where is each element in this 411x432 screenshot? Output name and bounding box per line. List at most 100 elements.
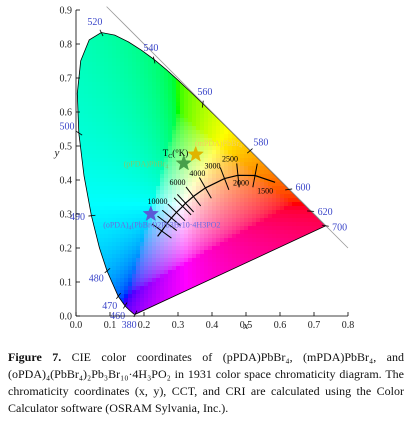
gamut-cell — [308, 286, 313, 291]
gamut-cell — [88, 266, 93, 271]
gamut-cell — [120, 270, 125, 275]
gamut-cell — [140, 118, 145, 123]
gamut-cell — [104, 286, 109, 291]
gamut-cell — [204, 194, 209, 199]
gamut-cell — [276, 202, 281, 207]
gamut-cell — [192, 162, 197, 167]
gamut-cell — [160, 54, 165, 59]
gamut-cell — [228, 222, 233, 227]
gamut-cell — [104, 194, 109, 199]
gamut-cell — [248, 226, 253, 231]
gamut-cell — [304, 310, 309, 315]
gamut-cell — [176, 90, 181, 95]
gamut-cell — [96, 114, 101, 119]
gamut-cell — [152, 186, 157, 191]
gamut-cell — [192, 258, 197, 263]
y-tick-label: 0.2 — [60, 244, 73, 255]
gamut-cell — [272, 258, 277, 263]
gamut-cell — [336, 302, 340, 306]
gamut-cell — [108, 146, 113, 151]
gamut-cell — [80, 202, 85, 207]
gamut-cell — [168, 310, 173, 315]
gamut-cell — [240, 234, 245, 239]
gamut-cell — [88, 198, 93, 203]
gamut-cell — [76, 26, 80, 30]
gamut-cell — [168, 238, 173, 243]
gamut-cell — [96, 178, 101, 183]
gamut-cell — [184, 130, 189, 135]
gamut-cell — [196, 306, 201, 311]
gamut-cell — [312, 238, 317, 243]
gamut-cell — [144, 286, 149, 291]
gamut-cell — [112, 218, 117, 223]
gamut-cell — [192, 126, 197, 131]
gamut-cell — [292, 258, 297, 263]
gamut-cell — [328, 310, 332, 314]
gamut-cell — [112, 110, 117, 115]
gamut-cell — [344, 250, 348, 254]
gamut-cell — [188, 106, 193, 111]
gamut-cell — [308, 246, 313, 251]
gamut-cell — [208, 234, 213, 239]
gamut-cell — [312, 222, 317, 227]
gamut-cell — [284, 234, 289, 239]
gamut-cell — [212, 178, 217, 183]
gamut-cell — [172, 146, 177, 151]
gamut-cell — [100, 186, 105, 191]
gamut-cell — [240, 134, 245, 139]
gamut-cell — [84, 74, 89, 79]
gamut-cell — [104, 118, 109, 123]
gamut-cell — [312, 254, 317, 259]
gamut-cell — [136, 246, 141, 251]
gamut-cell — [77, 234, 81, 239]
gamut-cell — [168, 246, 173, 251]
gamut-cell — [136, 302, 141, 307]
gamut-cell — [124, 134, 129, 139]
gamut-cell — [160, 122, 165, 127]
gamut-cell — [124, 294, 129, 299]
gamut-cell — [200, 114, 205, 119]
gamut-cell — [100, 242, 105, 247]
gamut-cell — [308, 266, 313, 271]
gamut-cell — [264, 166, 269, 171]
gamut-cell — [132, 50, 137, 55]
gamut-cell — [124, 238, 129, 243]
gamut-cell — [228, 262, 233, 267]
gamut-cell — [84, 90, 89, 95]
gamut-cell — [80, 238, 85, 243]
gamut-cell — [300, 218, 305, 223]
gamut-cell — [216, 310, 221, 315]
gamut-cell — [204, 230, 209, 235]
gamut-cell — [96, 126, 101, 131]
gamut-cell — [104, 74, 109, 79]
gamut-cell — [80, 10, 84, 14]
gamut-cell — [184, 242, 189, 247]
gamut-cell — [176, 270, 181, 275]
gamut-cell — [244, 306, 249, 311]
gamut-cell — [248, 234, 253, 239]
gamut-cell — [260, 182, 265, 187]
gamut-cell — [244, 302, 249, 307]
gamut-cell — [92, 302, 97, 307]
gamut-cell — [144, 294, 149, 299]
gamut-cell — [188, 166, 193, 171]
gamut-cell — [116, 158, 121, 163]
gamut-cell — [192, 210, 197, 215]
gamut-cell — [260, 270, 265, 275]
gamut-cell — [112, 90, 117, 95]
gamut-cell — [244, 258, 249, 263]
gamut-cell — [204, 298, 209, 303]
gamut-cell — [212, 106, 217, 111]
gamut-cell — [140, 250, 145, 255]
gamut-cell — [88, 32, 93, 35]
gamut-cell — [116, 230, 121, 235]
gamut-cell — [108, 98, 113, 103]
gamut-cell — [88, 262, 93, 267]
gamut-cell — [160, 158, 165, 163]
gamut-cell — [124, 90, 129, 95]
gamut-cell — [152, 66, 157, 71]
gamut-cell — [280, 218, 285, 223]
gamut-cell — [116, 246, 121, 251]
gamut-cell — [236, 186, 241, 191]
gamut-cell — [168, 142, 173, 147]
